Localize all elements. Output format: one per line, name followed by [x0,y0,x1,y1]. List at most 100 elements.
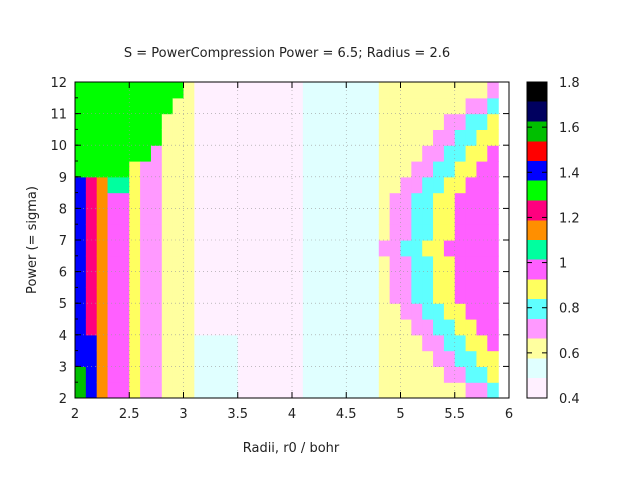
heatmap-cell [205,240,217,257]
heatmap-cell [281,224,293,241]
heatmap-cell [140,82,152,99]
heatmap-cell [259,303,271,320]
heatmap-cell [357,334,369,352]
heatmap-cell [378,319,391,336]
heatmap-cell [248,161,261,178]
heatmap-cell [335,382,347,398]
heatmap-cell [216,161,228,178]
heatmap-cell [443,224,456,241]
heatmap-cell [183,287,195,304]
heatmap-cell [411,176,423,194]
heatmap-cell [378,334,391,352]
heatmap-cell [216,113,228,130]
heatmap-cell [129,176,141,194]
heatmap-cell [96,382,109,398]
heatmap-cell [357,366,369,383]
heatmap-cell [118,82,130,99]
heatmap-cell [129,271,141,288]
heatmap-cell [335,97,347,115]
heatmap-cell [140,97,152,115]
heatmap-cell [172,145,185,162]
heatmap-cell [248,129,261,146]
heatmap-cell [205,113,217,130]
heatmap-cell [487,176,499,194]
heatmap-cell [205,382,217,398]
heatmap-cell [85,82,98,99]
heatmap-cell [324,255,336,273]
heatmap-cell [292,334,304,352]
heatmap-cell [357,350,369,367]
heatmap-cell [194,97,206,115]
heatmap-cell [75,192,87,209]
heatmap-cell [270,334,282,352]
heatmap-cell [411,366,423,383]
heatmap-cell [443,192,456,209]
heatmap-cell [205,208,217,225]
heatmap-cell [411,271,423,288]
heatmap-cell [150,240,163,257]
heatmap-cell [389,303,402,320]
heatmap-cell [172,192,185,209]
heatmap-cell [465,145,478,162]
heatmap-cell [443,255,456,273]
heatmap-cell [161,319,174,336]
heatmap-cell [237,240,250,257]
heatmap-cell [324,240,336,257]
heatmap-cell [302,255,315,273]
heatmap-cell [183,224,195,241]
heatmap-cell [107,129,119,146]
heatmap-cell [433,192,445,209]
heatmap-cell [96,287,109,304]
heatmap-cell [378,176,391,194]
heatmap-cell [194,240,206,257]
heatmap-cell [302,303,315,320]
heatmap-cell [335,350,347,367]
heatmap-cell [248,319,261,336]
heatmap-cell [259,350,271,367]
heatmap-cell [183,145,195,162]
heatmap-cell [172,97,185,115]
heatmap-cell [378,255,391,273]
heatmap-cell [259,129,271,146]
heatmap-cell [400,208,412,225]
heatmap-cell [281,366,293,383]
heatmap-cell [324,224,336,241]
heatmap-cell [411,255,423,273]
heatmap-cell [248,176,261,194]
heatmap-cell [75,240,87,257]
heatmap-cell [118,255,130,273]
heatmap-cell [96,192,109,209]
heatmap-cell [194,129,206,146]
heatmap-cell [96,161,109,178]
heatmap-cell [150,287,163,304]
heatmap-cell [335,319,347,336]
heatmap-cell [422,287,434,304]
heatmap-cell [172,271,185,288]
heatmap-cell [367,382,380,398]
heatmap-cell [150,145,163,162]
heatmap-cell [433,161,445,178]
heatmap-cell [313,255,326,273]
heatmap-cell [75,208,87,225]
heatmap-cell [367,319,380,336]
heatmap-cell [292,303,304,320]
heatmap-cell [346,255,358,273]
heatmap-cell [237,161,250,178]
heatmap-cell [465,176,478,194]
heatmap-cell [248,334,261,352]
heatmap-cell [389,350,402,367]
heatmap-cell [357,129,369,146]
heatmap-cell [118,176,130,194]
chart-title: S = PowerCompression Power = 6.5; Radius… [124,46,450,61]
heatmap-cell [270,129,282,146]
heatmap-cell [335,271,347,288]
heatmap-cell [335,287,347,304]
heatmap-cell [292,224,304,241]
heatmap-cell [367,208,380,225]
heatmap-cell [335,240,347,257]
heatmap-cell [433,129,445,146]
heatmap-cell [270,303,282,320]
heatmap-cell [389,224,402,241]
heatmap-cell [313,161,326,178]
heatmap-cell [465,287,478,304]
